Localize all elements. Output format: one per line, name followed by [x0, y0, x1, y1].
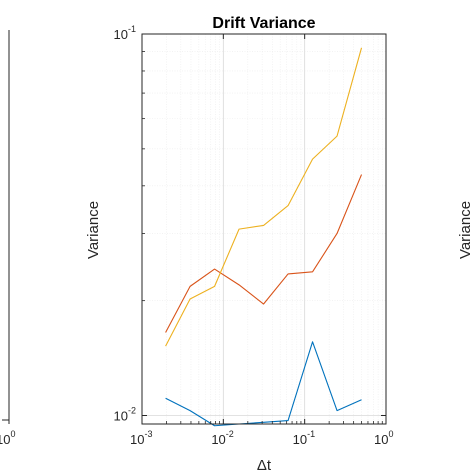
chart-title: Drift Variance — [212, 15, 315, 32]
x-tick-label: 10-2 — [211, 429, 233, 447]
series-line-3 — [165, 47, 363, 347]
left-axis-tick-label: 100 — [0, 429, 15, 447]
plot-box — [141, 33, 387, 425]
x-tick-label: 10-3 — [130, 429, 152, 447]
left-subplot-fragment: 100 — [0, 30, 15, 447]
x-axis-label: Δt — [257, 457, 272, 474]
series-line-2 — [165, 174, 363, 333]
y-axis-label: Variance — [85, 201, 102, 259]
y-tick-labels: 10-2 10-1 — [114, 24, 136, 424]
x-tick-labels: 10-3 10-2 10-1 100 — [130, 429, 393, 447]
x-tick-label: 10-1 — [293, 429, 315, 447]
x-tick-label: 100 — [374, 429, 393, 447]
y-tick-label: 10-2 — [114, 406, 136, 424]
series-layer — [165, 47, 363, 427]
right-subplot-ylabel: Variance — [457, 201, 474, 259]
plot-area — [142, 34, 386, 424]
minor-grid — [142, 34, 386, 424]
axis-ticks — [141, 33, 387, 424]
drift-variance-plot: 10-3 10-2 10-1 100 10-210-1 Drift Variance … — [85, 15, 393, 474]
series-line-1 — [165, 341, 362, 427]
y-tick-label: 10-1 — [114, 24, 136, 42]
